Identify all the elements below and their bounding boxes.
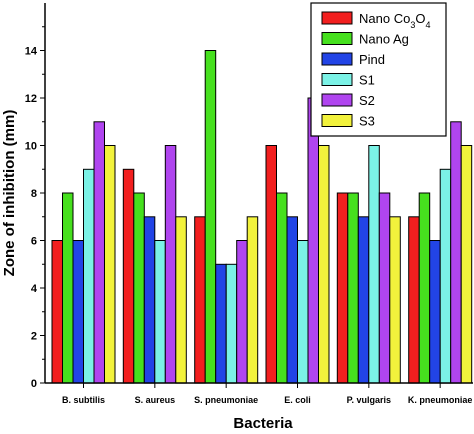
bar-s1-2 (225, 263, 238, 384)
bar-nano-ag-2 (204, 50, 217, 384)
legend-label: Nano Co3O4 (359, 11, 430, 30)
bar-pind-2 (215, 263, 227, 384)
bar-nano-co3o4-2 (194, 216, 206, 384)
bar-s1-3 (297, 240, 309, 384)
x-tick-label: S. aureus (135, 395, 176, 405)
bar-pind-3 (286, 216, 298, 384)
y-tick-label: 4 (31, 283, 38, 295)
bar-nano-co3o4-1 (122, 168, 135, 384)
bar-s2-1 (164, 145, 177, 384)
bar-nano-ag-4 (347, 192, 359, 384)
bar-s2-5 (450, 121, 462, 384)
bar-s2-3 (307, 97, 319, 384)
x-tick-label: S. pneumoniae (194, 395, 258, 405)
legend-swatch (321, 11, 353, 25)
legend-swatch (321, 114, 353, 127)
bar-s3-5 (460, 145, 473, 384)
bar-s1-1 (154, 240, 166, 384)
x-tick-label: E. coli (284, 395, 311, 405)
y-tick-label: 2 (31, 331, 37, 343)
axes-group: 0 2 4 6 8 10 12 14 B. subtilis S. aureus S. pneumo… (25, 3, 473, 405)
y-tick-label: 12 (25, 93, 37, 105)
y-tick-label: 10 (25, 141, 37, 153)
bar-nano-ag-3 (276, 192, 288, 384)
x-axis-title: Bacteria (233, 415, 293, 432)
bar-nano-ag-1 (133, 192, 145, 384)
bar-nano-co3o4-5 (408, 216, 420, 384)
bar-s3-3 (318, 145, 330, 384)
legend-swatch (321, 73, 353, 86)
legend: Nano Co3O4 Nano Ag Pind S1 S2 S3 (310, 2, 447, 137)
bar-pind-1 (143, 216, 156, 384)
bar-pind-4 (357, 216, 370, 384)
legend-label: S2 (359, 93, 375, 108)
legend-swatch (321, 93, 353, 107)
bar-s1-0 (83, 168, 95, 384)
bar-s2-0 (93, 121, 105, 384)
bar-s1-4 (368, 145, 380, 384)
bar-s3-0 (104, 145, 116, 384)
y-tick-label: 6 (31, 236, 37, 248)
bar-nano-co3o4-0 (51, 240, 63, 384)
bar-pind-5 (429, 240, 441, 384)
bar-nano-ag-0 (62, 192, 74, 384)
bar-s2-4 (378, 192, 391, 384)
y-tick-label: 14 (25, 46, 38, 58)
legend-swatch (321, 52, 353, 66)
bar-s3-2 (246, 216, 259, 384)
bar-s1-5 (439, 168, 452, 384)
legend-label: Nano Ag (359, 32, 409, 47)
y-tick-label: 8 (31, 188, 37, 200)
bar-nano-ag-5 (418, 192, 431, 384)
y-tick-label: 0 (31, 378, 37, 390)
x-tick-label: B. subtilis (62, 395, 105, 405)
bar-nano-co3o4-3 (265, 145, 277, 384)
legend-box (310, 2, 447, 137)
bar-nano-co3o4-4 (336, 192, 349, 384)
legend-label: S3 (359, 114, 375, 129)
legend-label: Pind (359, 52, 385, 67)
legend-label: S1 (359, 73, 375, 88)
x-tick-label: P. vulgaris (347, 395, 391, 405)
bar-s3-4 (389, 216, 401, 384)
bars-group (51, 50, 473, 384)
bar-pind-0 (72, 240, 84, 384)
x-tick-label: K. pneumoniae (408, 395, 473, 405)
bar-s3-1 (175, 216, 187, 384)
bar-s2-2 (236, 240, 248, 384)
legend-swatch (321, 32, 353, 45)
y-axis-title: Zone of inhibition (mm) (1, 110, 18, 277)
